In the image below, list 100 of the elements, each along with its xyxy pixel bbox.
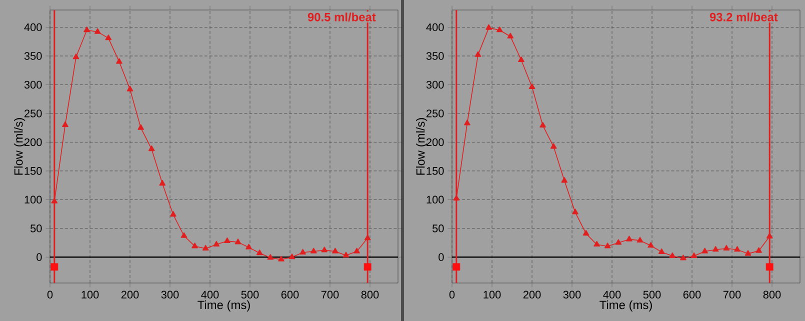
point bbox=[712, 246, 719, 252]
point bbox=[256, 250, 263, 256]
point bbox=[702, 248, 708, 254]
point bbox=[766, 232, 773, 238]
y-axis-title: Flow (ml/s) bbox=[416, 118, 428, 175]
point bbox=[224, 237, 230, 244]
x-axis-title: Time (ms) bbox=[198, 300, 250, 312]
y-tick-label: 400 bbox=[24, 23, 42, 32]
x-tick-label: 400 bbox=[603, 290, 621, 299]
point bbox=[723, 244, 730, 251]
point bbox=[213, 240, 220, 246]
y-tick-label: 150 bbox=[426, 167, 444, 175]
point bbox=[288, 254, 296, 260]
y-tick-label: 100 bbox=[426, 196, 444, 204]
point bbox=[572, 208, 578, 214]
point bbox=[756, 247, 762, 253]
point bbox=[332, 248, 338, 254]
point bbox=[50, 263, 58, 271]
y-tick-label: 200 bbox=[24, 138, 42, 146]
y-tick-label: 350 bbox=[24, 52, 42, 60]
point bbox=[734, 246, 740, 252]
point bbox=[94, 28, 101, 34]
point bbox=[452, 263, 460, 271]
y-tick-label: 350 bbox=[426, 52, 444, 60]
point bbox=[540, 122, 546, 128]
y-tick-label: 400 bbox=[426, 23, 444, 32]
x-tick-label: 200 bbox=[121, 290, 139, 299]
x-tick-label: 200 bbox=[523, 290, 541, 299]
y-tick-label: 0 bbox=[36, 253, 42, 262]
point bbox=[138, 124, 144, 130]
x-tick-label: 500 bbox=[643, 290, 661, 299]
point bbox=[615, 239, 622, 245]
point bbox=[453, 194, 460, 201]
annotation: 90.5 ml/beat bbox=[308, 12, 376, 22]
point bbox=[192, 242, 198, 248]
y-tick-label: 300 bbox=[24, 80, 42, 89]
point bbox=[310, 248, 317, 254]
point bbox=[126, 86, 134, 92]
point bbox=[680, 254, 686, 260]
x-tick-label: 300 bbox=[161, 290, 179, 299]
annotation: 93.2 ml/beat bbox=[710, 12, 778, 22]
y-tick-label: 300 bbox=[426, 80, 444, 89]
point bbox=[582, 230, 590, 236]
point bbox=[72, 54, 80, 60]
point bbox=[518, 56, 524, 62]
y-tick-label: 250 bbox=[426, 110, 444, 118]
y-tick-label: 50 bbox=[432, 224, 444, 232]
y-tick-label: 150 bbox=[24, 167, 42, 175]
x-tick-label: 800 bbox=[763, 290, 781, 299]
x-tick-label: 400 bbox=[201, 290, 219, 299]
x-tick-label: 0 bbox=[449, 290, 455, 299]
x-tick-label: 300 bbox=[563, 290, 581, 299]
point bbox=[105, 34, 112, 40]
y-tick-label: 50 bbox=[30, 224, 42, 232]
point bbox=[246, 244, 252, 250]
x-axis-title: Time (ms) bbox=[600, 300, 652, 312]
point bbox=[496, 26, 503, 32]
x-tick-label: 600 bbox=[281, 290, 299, 299]
point bbox=[51, 198, 58, 204]
point bbox=[744, 250, 752, 256]
point bbox=[594, 240, 600, 246]
point bbox=[321, 246, 328, 252]
point bbox=[636, 236, 644, 242]
point bbox=[159, 180, 166, 186]
x-tick-label: 700 bbox=[321, 290, 339, 299]
point bbox=[690, 252, 698, 258]
point bbox=[626, 236, 632, 242]
point bbox=[604, 242, 611, 248]
point bbox=[170, 211, 176, 217]
point bbox=[669, 252, 676, 258]
point bbox=[84, 26, 90, 32]
point bbox=[464, 120, 470, 126]
point bbox=[267, 254, 274, 260]
x-tick-label: 700 bbox=[723, 290, 741, 299]
x-tick-label: 100 bbox=[484, 290, 501, 299]
point bbox=[202, 244, 209, 251]
x-tick-label: 600 bbox=[683, 290, 701, 299]
point bbox=[550, 143, 557, 149]
x-tick-label: 800 bbox=[361, 290, 379, 299]
point bbox=[364, 263, 372, 271]
point bbox=[148, 145, 155, 152]
x-tick-label: 500 bbox=[241, 290, 259, 299]
point bbox=[354, 248, 360, 254]
point bbox=[474, 51, 482, 57]
point bbox=[766, 263, 774, 271]
point bbox=[278, 256, 284, 262]
point bbox=[507, 32, 514, 38]
point bbox=[234, 238, 242, 244]
point bbox=[62, 121, 68, 127]
point bbox=[180, 232, 188, 238]
point bbox=[528, 83, 536, 90]
x-tick-label: 0 bbox=[47, 290, 53, 299]
y-tick-label: 200 bbox=[426, 138, 444, 146]
y-tick-label: 250 bbox=[24, 110, 42, 118]
point bbox=[116, 58, 122, 64]
y-axis-title: Flow (ml/s) bbox=[14, 118, 26, 175]
point bbox=[486, 24, 492, 30]
point bbox=[364, 234, 371, 240]
point bbox=[648, 242, 654, 248]
point bbox=[561, 177, 568, 183]
